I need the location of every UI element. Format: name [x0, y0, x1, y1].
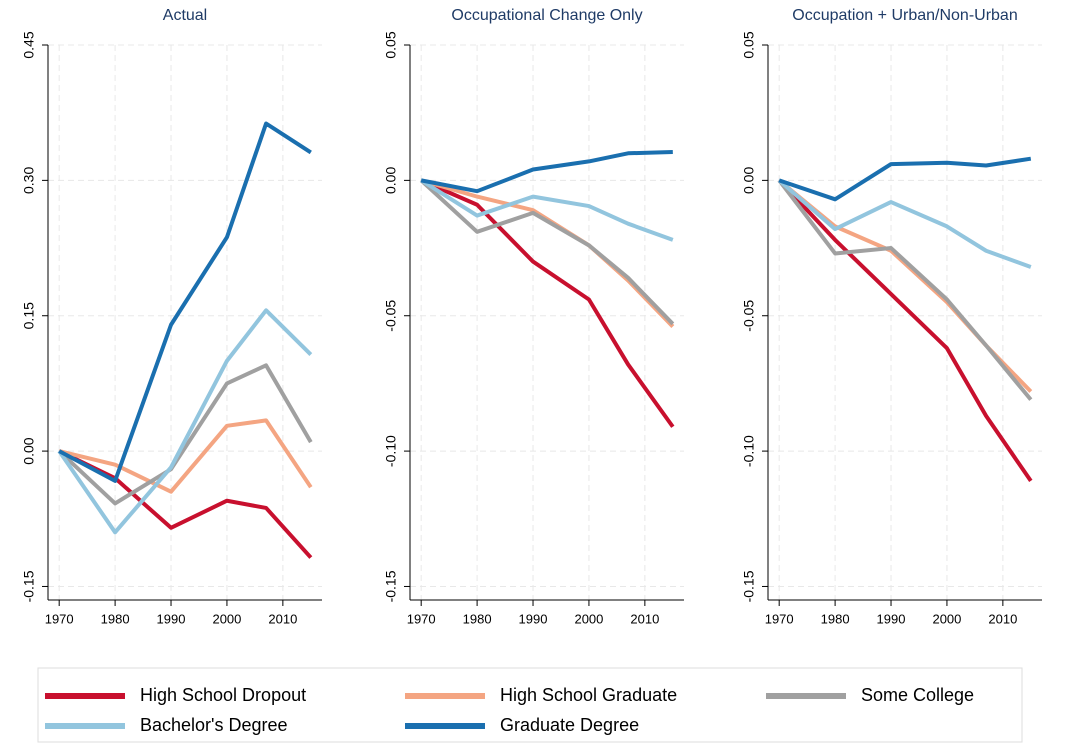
x-tick-label: 1980 [821, 611, 850, 626]
legend-box [37, 667, 1023, 743]
line [419, 178, 675, 326]
x-tick-label: 1970 [407, 611, 436, 626]
y-tick-label: -0.05 [741, 300, 757, 332]
legend-label: Graduate Degree [500, 715, 639, 735]
y-tick-label: 0.00 [383, 167, 399, 194]
x-tick-label: 1980 [463, 611, 492, 626]
y-tick-label: -0.15 [741, 570, 757, 602]
panel-title: Occupation + Urban/Non-Urban [792, 7, 1017, 24]
y-tick-label: -0.15 [383, 570, 399, 602]
x-tick-label: 1990 [519, 611, 548, 626]
line [57, 363, 313, 506]
y-tick-label: 0.00 [21, 437, 37, 464]
line [58, 418, 313, 494]
line [420, 149, 673, 194]
panel-title: Actual [163, 7, 207, 24]
legend-label: High School Dropout [140, 685, 306, 705]
y-tick-label: 0.45 [21, 31, 37, 58]
y-tick-label: 0.30 [21, 167, 37, 194]
line [777, 178, 1033, 483]
legend-label: Bachelor's Degree [140, 715, 288, 735]
x-tick-label: 1990 [877, 611, 906, 626]
x-tick-label: 1990 [157, 611, 186, 626]
legend-label: High School Graduate [500, 685, 677, 705]
y-tick-label: 0.05 [741, 31, 757, 58]
line [57, 308, 313, 535]
x-tick-label: 2000 [574, 611, 603, 626]
x-tick-label: 1970 [765, 611, 794, 626]
x-tick-label: 2000 [212, 611, 241, 626]
legend-label: Some College [861, 685, 974, 705]
x-tick-label: 2010 [268, 611, 297, 626]
x-tick-label: 2010 [988, 611, 1017, 626]
y-tick-label: -0.15 [21, 570, 37, 602]
y-tick-label: -0.10 [383, 435, 399, 467]
line [778, 156, 1032, 202]
x-tick-label: 1980 [101, 611, 130, 626]
y-tick-label: 0.00 [741, 167, 757, 194]
panel-title: Occupational Change Only [451, 7, 642, 24]
line [58, 121, 312, 483]
y-tick-label: -0.05 [383, 300, 399, 332]
line [420, 178, 675, 428]
y-tick-label: 0.15 [21, 302, 37, 329]
line [777, 178, 1032, 269]
line [420, 178, 674, 242]
line [777, 179, 1033, 401]
y-tick-label: -0.10 [741, 435, 757, 467]
x-tick-label: 1970 [45, 611, 74, 626]
x-tick-label: 2000 [932, 611, 961, 626]
y-tick-label: 0.05 [383, 31, 399, 58]
x-tick-label: 2010 [630, 611, 659, 626]
